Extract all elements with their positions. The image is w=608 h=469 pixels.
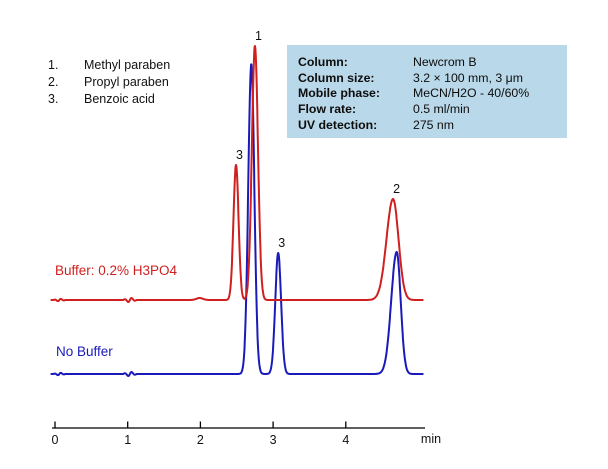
info-label: Column size: xyxy=(298,70,375,85)
info-label: Flow rate: xyxy=(298,102,357,117)
chromatogram-trace-buffer xyxy=(50,45,424,303)
legend-item-name: Propyl paraben xyxy=(84,74,169,89)
info-row: Column size: 3.2 × 100 mm, 3 μm xyxy=(298,71,567,87)
info-row: Mobile phase: MeCN/H2O - 40/60% xyxy=(298,86,567,102)
legend-item-name: Methyl paraben xyxy=(84,58,171,72)
info-label: Mobile phase: xyxy=(298,86,380,101)
x-axis-unit-label: min xyxy=(421,432,441,446)
info-value: MeCN/H2O - 40/60% xyxy=(413,86,530,101)
method-info-box: Column: Newcrom B Column size: 3.2 × 100… xyxy=(287,45,567,138)
peak-number-label: 2 xyxy=(393,182,400,196)
info-label: Column: xyxy=(298,55,348,69)
legend-item: 2. Propyl paraben xyxy=(48,74,170,91)
peak-number-label: 3 xyxy=(236,148,243,162)
info-value: 0.5 ml/min xyxy=(413,102,470,117)
legend-item-number: 1. xyxy=(48,58,59,72)
x-axis-tick-label: 3 xyxy=(270,433,277,447)
legend-item-number: 3. xyxy=(48,91,59,106)
peak-number-label: 3 xyxy=(278,236,285,250)
compound-legend: 1. Methyl paraben 2. Propyl paraben 3. B… xyxy=(48,57,170,107)
info-label: UV detection: xyxy=(298,117,378,132)
x-axis-tick-label: 4 xyxy=(342,433,349,447)
info-row: Flow rate: 0.5 ml/min xyxy=(298,102,567,118)
legend-item: 1. Methyl paraben xyxy=(48,57,170,74)
x-axis-tick-label: 0 xyxy=(52,433,59,447)
peak-number-label: 1 xyxy=(255,29,262,43)
trace-label-no-buffer: No Buffer xyxy=(56,344,113,359)
x-axis-tick-label: 2 xyxy=(197,433,204,447)
chromatogram-trace-no-buffer xyxy=(50,63,424,377)
info-value: 3.2 × 100 mm, 3 μm xyxy=(413,70,523,85)
info-row: UV detection: 275 nm xyxy=(298,118,567,134)
legend-item: 3. Benzoic acid xyxy=(48,91,170,108)
info-value: 275 nm xyxy=(413,117,455,132)
info-value: Newcrom B xyxy=(413,55,477,69)
legend-item-name: Benzoic acid xyxy=(84,91,155,106)
info-row: Column: Newcrom B xyxy=(298,55,567,71)
x-axis-tick-label: 1 xyxy=(124,433,131,447)
trace-label-buffer: Buffer: 0.2% H3PO4 xyxy=(55,263,178,278)
legend-item-number: 2. xyxy=(48,74,59,89)
